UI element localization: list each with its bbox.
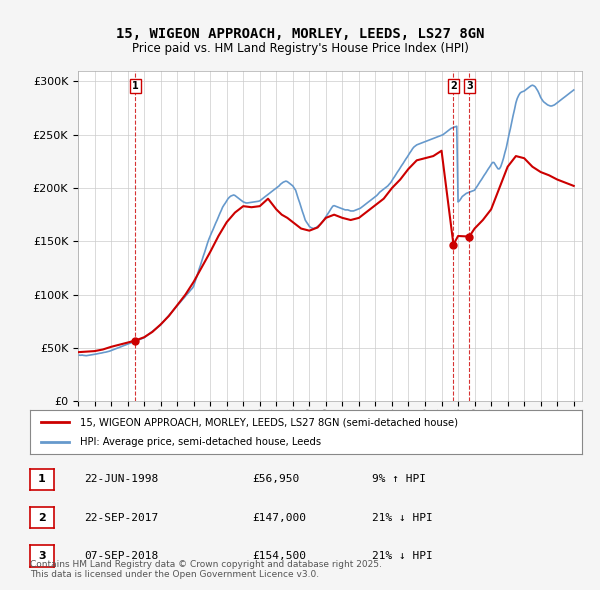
Text: £56,950: £56,950 (252, 474, 299, 484)
Text: 15, WIGEON APPROACH, MORLEY, LEEDS, LS27 8GN: 15, WIGEON APPROACH, MORLEY, LEEDS, LS27… (116, 27, 484, 41)
Text: Contains HM Land Registry data © Crown copyright and database right 2025.
This d: Contains HM Land Registry data © Crown c… (30, 560, 382, 579)
Text: 22-SEP-2017: 22-SEP-2017 (84, 513, 158, 523)
Text: 1: 1 (132, 81, 139, 91)
Text: 2: 2 (450, 81, 457, 91)
Text: 21% ↓ HPI: 21% ↓ HPI (372, 551, 433, 561)
Text: 9% ↑ HPI: 9% ↑ HPI (372, 474, 426, 484)
Text: 21% ↓ HPI: 21% ↓ HPI (372, 513, 433, 523)
Text: 22-JUN-1998: 22-JUN-1998 (84, 474, 158, 484)
Text: 3: 3 (38, 551, 46, 561)
Text: 1: 1 (38, 474, 46, 484)
Text: 07-SEP-2018: 07-SEP-2018 (84, 551, 158, 561)
Text: 15, WIGEON APPROACH, MORLEY, LEEDS, LS27 8GN (semi-detached house): 15, WIGEON APPROACH, MORLEY, LEEDS, LS27… (80, 418, 458, 427)
Text: £154,500: £154,500 (252, 551, 306, 561)
Text: Price paid vs. HM Land Registry's House Price Index (HPI): Price paid vs. HM Land Registry's House … (131, 42, 469, 55)
Text: 3: 3 (466, 81, 473, 91)
Text: HPI: Average price, semi-detached house, Leeds: HPI: Average price, semi-detached house,… (80, 437, 321, 447)
Text: £147,000: £147,000 (252, 513, 306, 523)
Text: 2: 2 (38, 513, 46, 523)
